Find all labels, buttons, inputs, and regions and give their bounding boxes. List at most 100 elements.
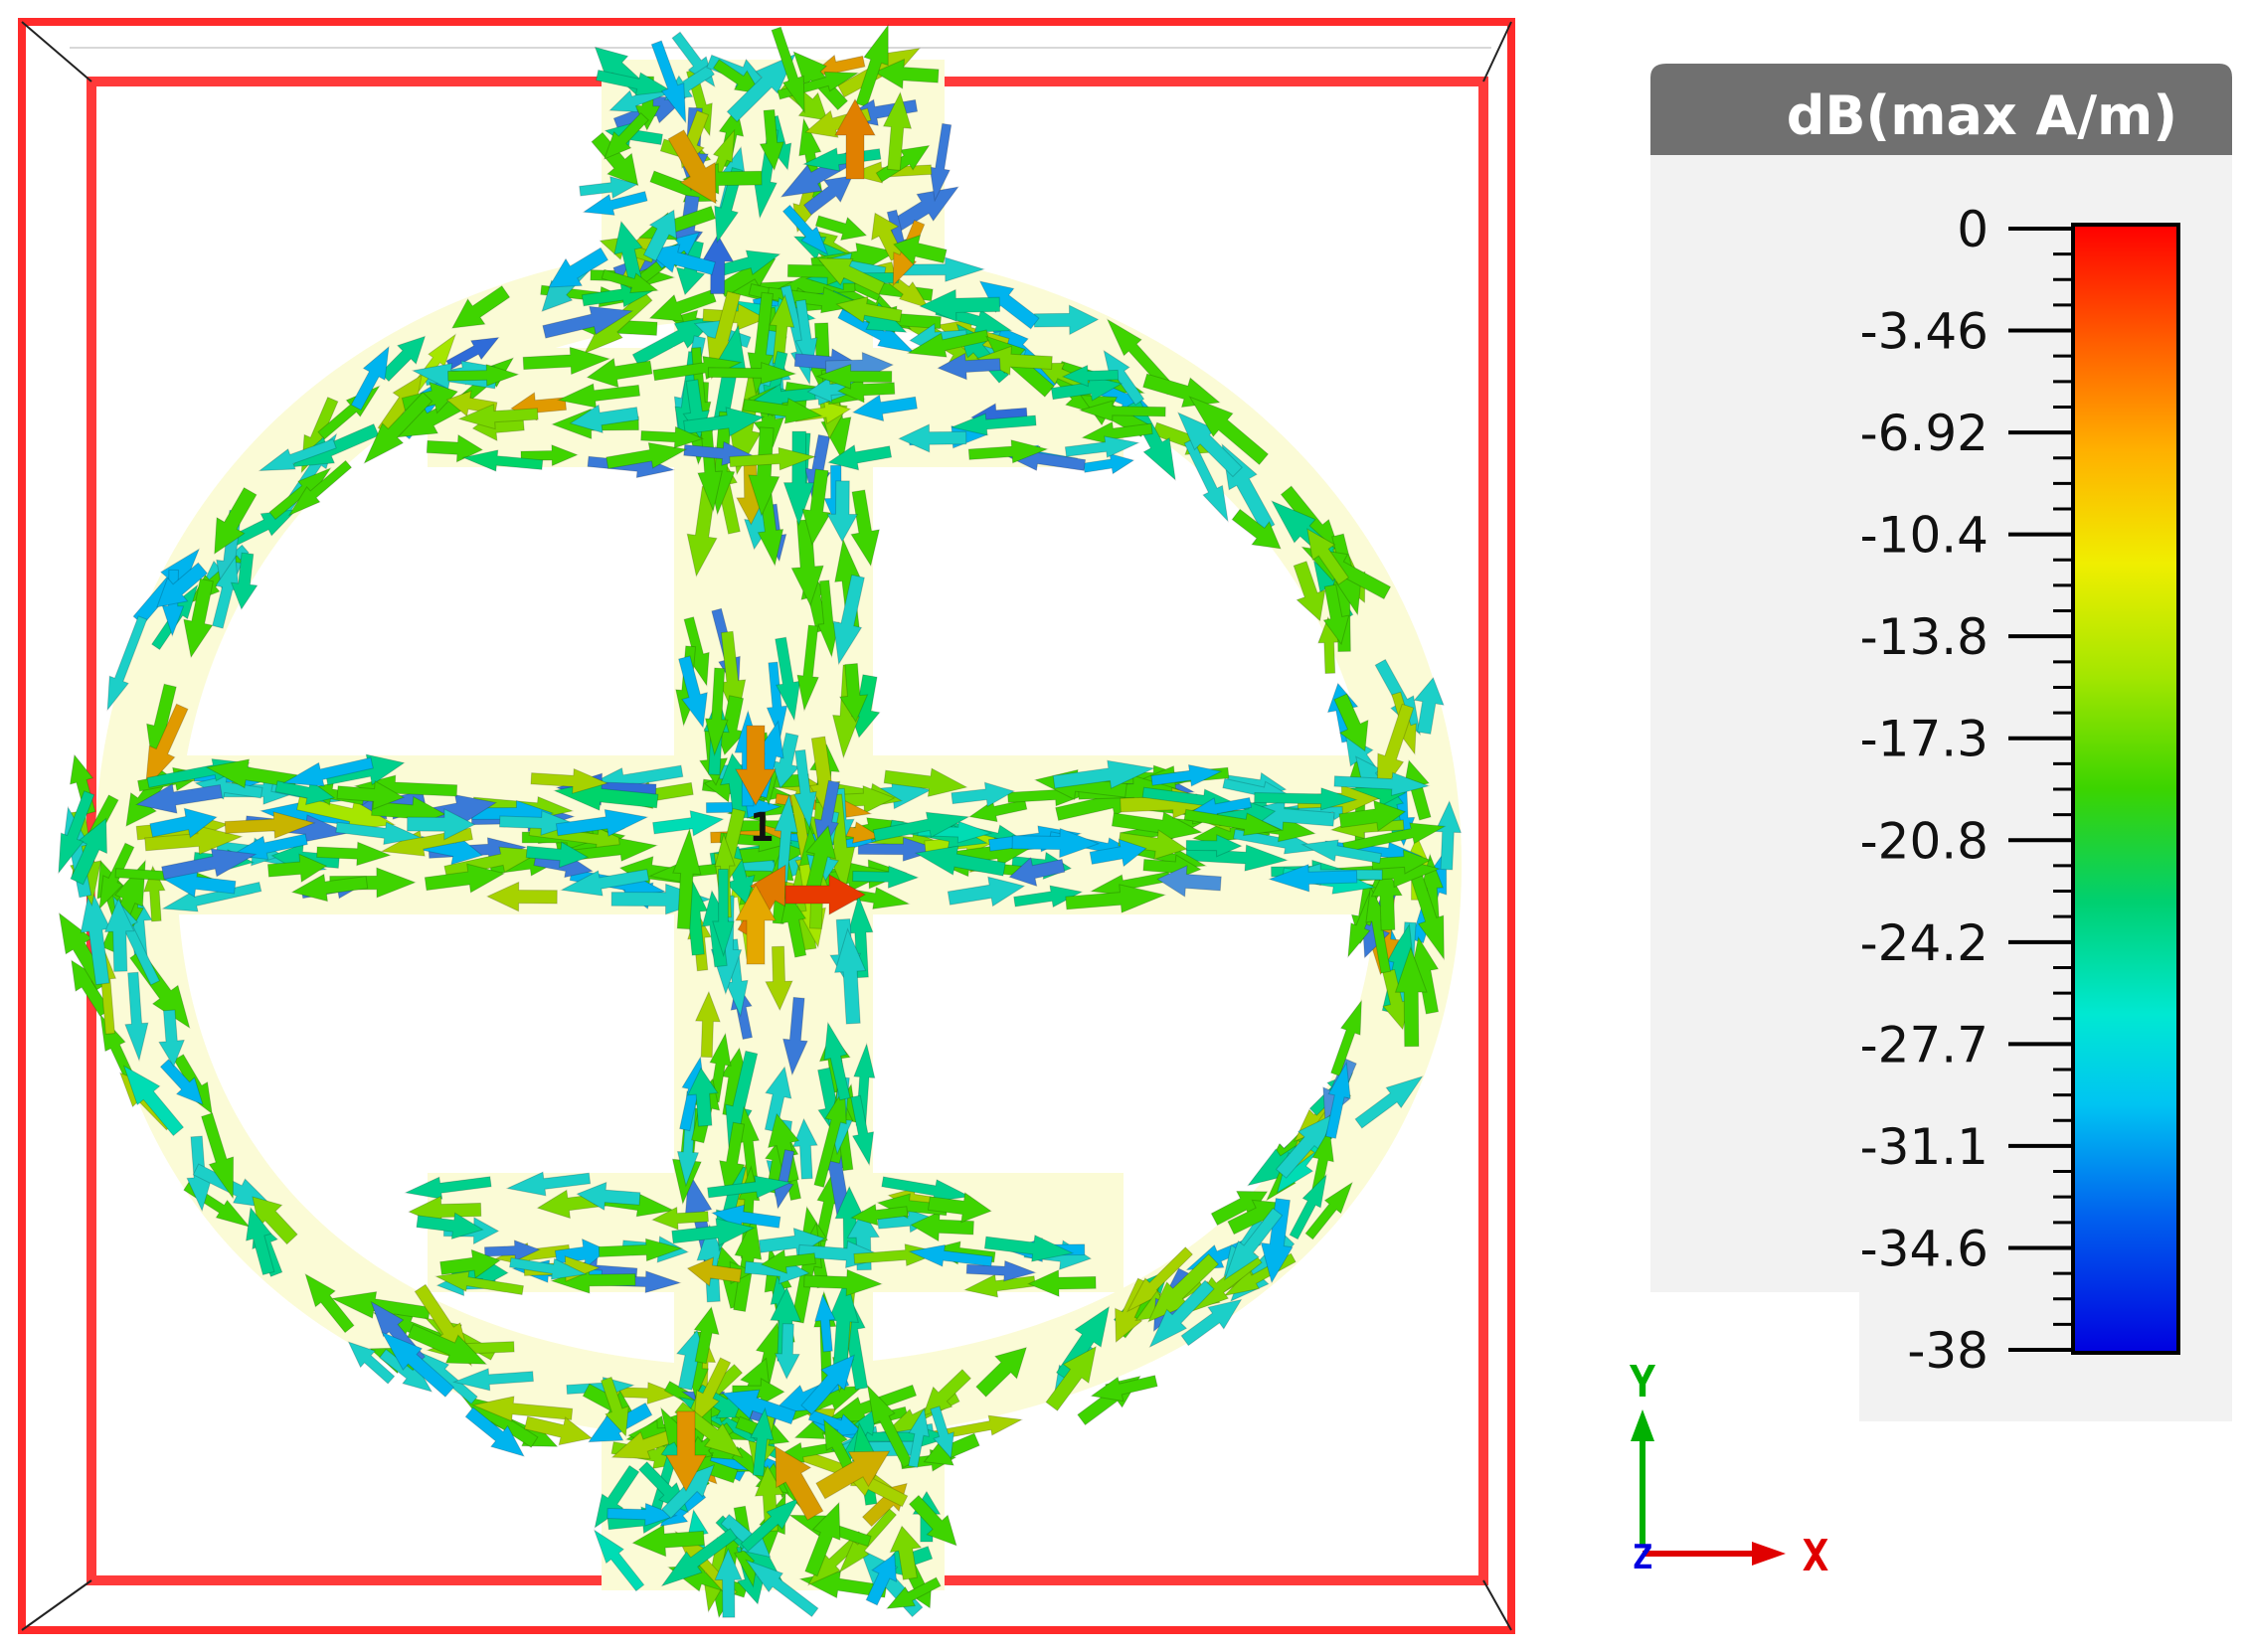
current-arrow: [883, 767, 968, 798]
current-arrow: [586, 357, 653, 389]
current-arrow: [1045, 1345, 1097, 1411]
current-arrow: [1300, 839, 1382, 864]
current-arrow: [379, 1348, 433, 1393]
current-arrow: [851, 394, 918, 422]
current-arrow: [865, 1553, 898, 1606]
current-arrow: [781, 204, 829, 255]
current-arrow: [642, 209, 677, 262]
current-arrow: [1306, 528, 1350, 585]
colorbar-tick-label: -27.7: [1860, 1016, 1989, 1074]
current-arrow: [404, 1176, 492, 1200]
current-arrow: [144, 703, 189, 790]
current-arrow: [950, 413, 1037, 436]
current-arrow: [158, 1009, 186, 1068]
colorbar-tick-label: -20.8: [1860, 812, 1989, 870]
current-arrow: [759, 108, 785, 172]
current-arrow: [485, 881, 558, 912]
current-arrow: [729, 446, 817, 471]
current-arrow: [1050, 375, 1124, 402]
current-arrow: [704, 667, 729, 757]
current-arrow: [665, 1410, 707, 1493]
current-arrow: [555, 808, 649, 837]
current-arrow: [316, 841, 392, 867]
current-arrow: [886, 1576, 942, 1609]
current-arrow: [889, 1525, 923, 1580]
current-arrow: [983, 1234, 1075, 1262]
current-arrow: [873, 58, 940, 89]
current-arrow: [598, 1238, 684, 1262]
current-arrow: [1268, 863, 1358, 893]
current-arrow: [124, 971, 149, 1063]
current-arrow: [159, 1059, 204, 1105]
current-arrow: [748, 426, 780, 517]
current-arrow: [766, 661, 788, 741]
current-arrow: [771, 26, 805, 114]
y-axis-arrowhead: [1631, 1409, 1654, 1441]
current-arrow: [803, 1268, 883, 1297]
current-arrow: [707, 1175, 793, 1199]
current-arrow: [508, 1256, 588, 1280]
current-arrow: [850, 1094, 875, 1167]
current-arrow: [660, 1527, 738, 1587]
current-arrow: [122, 1065, 185, 1137]
current-arrow: [560, 869, 650, 897]
current-arrow: [212, 555, 240, 629]
current-arrow: [530, 767, 609, 794]
current-arrow: [760, 1248, 816, 1274]
current-arrow: [1180, 1298, 1243, 1347]
current-arrow: [363, 392, 433, 464]
current-arrow: [740, 1497, 800, 1553]
current-arrow: [1089, 838, 1147, 868]
colorbar-tick-label: -17.3: [1860, 711, 1989, 768]
current-arrow: [928, 1192, 992, 1224]
current-vector-field: [58, 23, 1463, 1619]
legend-header: [1650, 64, 2232, 155]
current-arrow: [922, 1369, 972, 1416]
current-arrow: [149, 807, 218, 839]
current-arrow: [781, 996, 808, 1076]
current-arrow: [106, 615, 148, 712]
current-arrow: [975, 1346, 1028, 1398]
current-arrow: [644, 244, 716, 275]
current-arrow: [1027, 1269, 1097, 1298]
current-arrow: [1413, 676, 1445, 735]
current-arrow: [1078, 400, 1166, 422]
current-arrow: [426, 433, 484, 463]
current-arrow: [852, 865, 920, 890]
current-arrow: [833, 927, 867, 1025]
current-arrow: [823, 1021, 851, 1101]
current-arrow: [735, 725, 777, 807]
current-arrow: [677, 655, 708, 729]
current-arrow: [1064, 435, 1140, 458]
current-arrow: [1033, 304, 1100, 336]
current-arrow: [1090, 1375, 1158, 1403]
current-arrow: [103, 898, 135, 972]
current-arrow: [1083, 452, 1135, 475]
current-arrow: [80, 885, 111, 986]
current-arrow: [963, 1273, 1036, 1298]
current-arrow: [742, 397, 823, 424]
current-arrow: [194, 774, 263, 800]
current-arrow: [882, 90, 913, 171]
current-arrow: [1008, 856, 1066, 888]
current-arrow: [274, 779, 336, 806]
current-arrow: [1147, 1252, 1220, 1323]
current-arrow: [1394, 945, 1428, 1048]
current-arrow: [483, 1239, 541, 1262]
current-arrow: [1304, 1181, 1354, 1240]
current-arrow: [424, 863, 506, 894]
current-arrow: [1365, 885, 1392, 974]
legend-title: dB(max A/m): [1787, 84, 2177, 147]
current-arrow: [591, 131, 639, 187]
current-arrow: [287, 459, 353, 517]
current-arrow: [835, 295, 903, 324]
colorbar-tick-labels: 0 -3.46 -6.92 -10.4 -13.8 -17.3 -20.8 -24.2 -27.…: [1860, 201, 1989, 1380]
current-arrow: [906, 329, 990, 358]
current-arrow: [765, 945, 793, 1012]
current-arrow: [775, 1445, 824, 1521]
current-arrow: [908, 1494, 957, 1547]
current-arrow: [853, 1243, 943, 1267]
current-arrow: [447, 364, 520, 387]
current-arrow: [793, 748, 817, 830]
current-arrow: [792, 1117, 818, 1180]
